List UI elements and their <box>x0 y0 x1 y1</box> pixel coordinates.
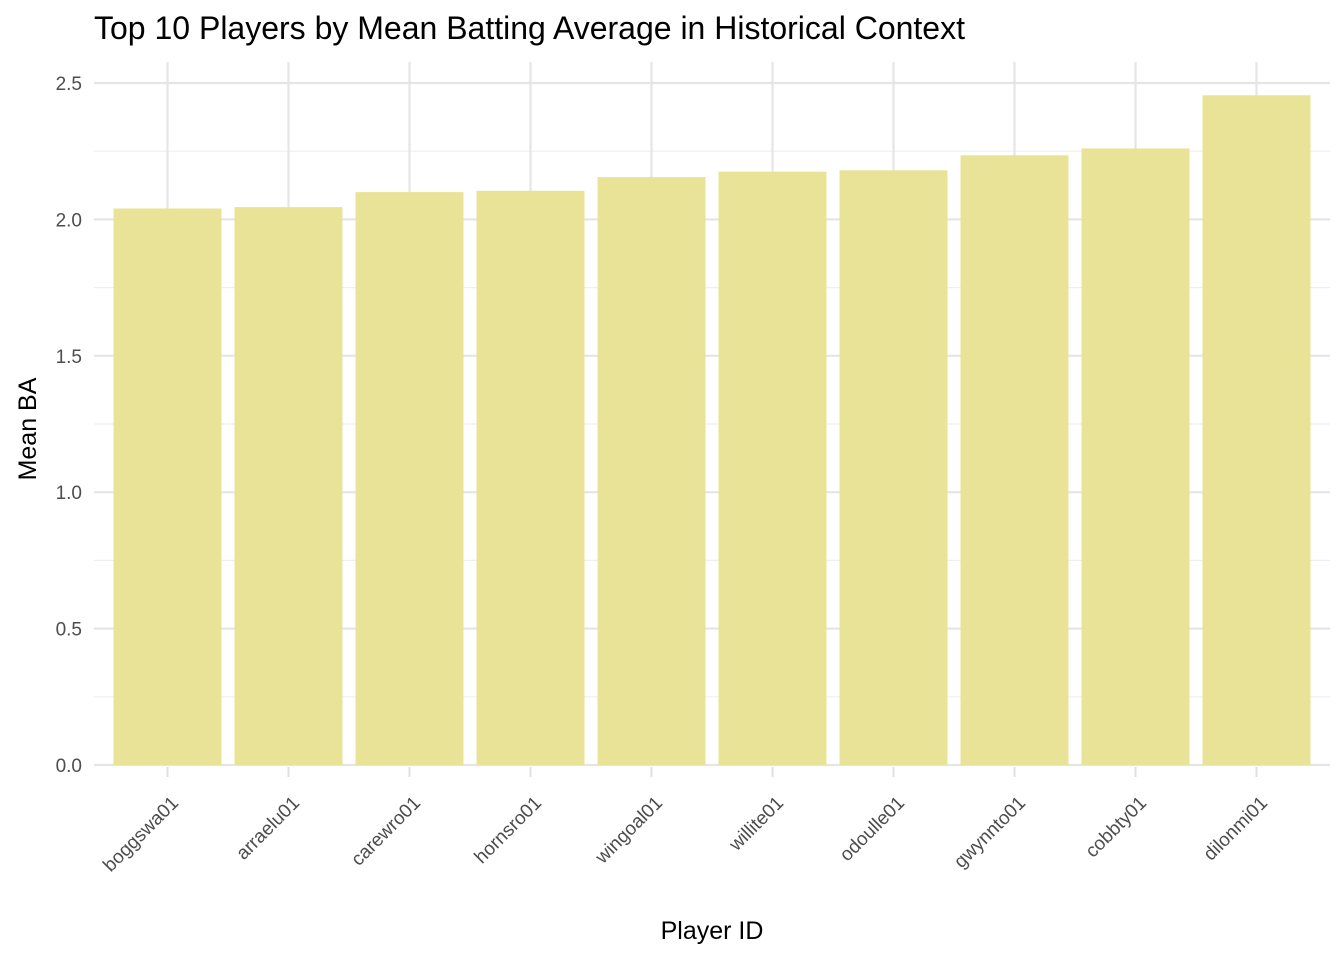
y-tick-label: 1.0 <box>56 483 82 504</box>
x-tick-label: wingoal01 <box>591 793 667 869</box>
x-tick-label: arraelu01 <box>232 793 304 865</box>
y-tick-label: 1.5 <box>56 347 82 368</box>
bar-willite01 <box>718 171 827 765</box>
y-tick-label: 0.0 <box>56 756 82 777</box>
bar-gwynnto01 <box>960 155 1069 766</box>
x-tick-label: hornsro01 <box>471 793 546 868</box>
x-tick-label: boggswa01 <box>99 793 183 877</box>
bar-odoulle01 <box>839 170 948 765</box>
x-tick-label: dilonmi01 <box>1200 793 1272 865</box>
bar-hornsro01 <box>476 190 585 766</box>
x-tick-label: odoulle01 <box>836 793 909 866</box>
bar-cobbty01 <box>1081 148 1190 766</box>
y-tick-label: 0.5 <box>56 620 82 641</box>
x-axis: boggswa01 arraelu01 carewro01 hornsro01 wing… <box>99 767 1272 876</box>
x-tick-label: carewro01 <box>347 793 425 871</box>
y-axis: 0.0 0.5 1.0 1.5 2.0 2.5 <box>56 74 82 777</box>
y-tick-label: 2.5 <box>56 74 82 95</box>
x-tick-label: willite01 <box>725 793 788 856</box>
bar-wingoal01 <box>597 177 706 766</box>
y-axis-title: Mean BA <box>14 377 42 480</box>
x-axis-title: Player ID <box>661 917 764 945</box>
x-tick-label: cobbty01 <box>1082 793 1151 862</box>
y-tick-label: 2.0 <box>56 210 82 231</box>
bar-carewro01 <box>355 192 464 765</box>
chart-title: Top 10 Players by Mean Batting Average i… <box>94 10 965 46</box>
bar-boggswa01 <box>113 208 222 765</box>
bar-arraelu01 <box>234 207 343 765</box>
bar-dilonmi01 <box>1202 95 1311 765</box>
bars <box>113 95 1311 766</box>
x-tick-label: gwynnto01 <box>950 793 1030 873</box>
